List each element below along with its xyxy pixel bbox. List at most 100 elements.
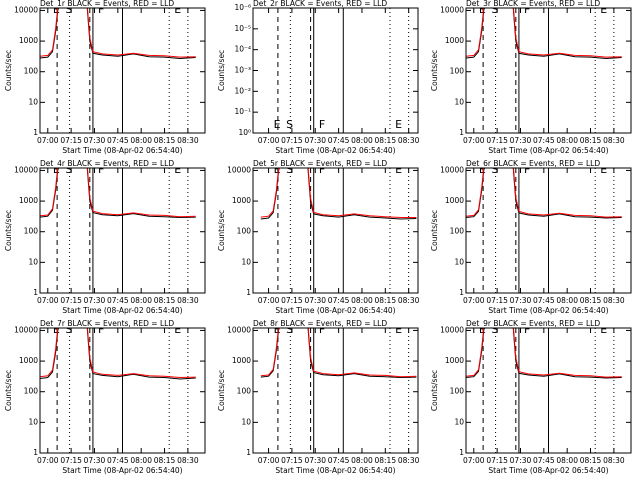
event-flag: E (479, 3, 486, 16)
x-tick-label: 07:15 (486, 136, 508, 145)
series-line (466, 168, 622, 218)
x-tick-label: 08:00 (130, 136, 152, 145)
event-flag: F (524, 3, 530, 16)
x-tick-label: 08:15 (154, 296, 176, 305)
x-tick-label: 08:15 (580, 136, 602, 145)
x-tick-label: 07:30 (84, 296, 106, 305)
y-tick-label: 1000 (19, 356, 38, 365)
x-tick-label: 07:00 (463, 296, 485, 305)
y-tick-label: 100 (450, 67, 465, 76)
event-flag: E (174, 323, 181, 336)
y-tick-label: 10⁻³ (234, 66, 251, 75)
x-tick-label: 07:15 (486, 456, 508, 465)
y-tick-label: 10000 (440, 5, 464, 14)
x-tick-label: 07:45 (107, 456, 129, 465)
event-flag: E (600, 163, 607, 176)
panel: Det_9r BLACK = Events, RED = LLD Start Ti… (430, 319, 632, 475)
y-tick-label: 100 (24, 387, 39, 396)
event-flag: S (65, 163, 72, 176)
event-flag: E (479, 163, 486, 176)
y-tick-label: 100 (24, 67, 39, 76)
event-flag: E (274, 163, 281, 176)
plot-frame (252, 167, 419, 294)
x-tick-label: 07:45 (328, 136, 350, 145)
y-tick-label: 10000 (227, 325, 251, 334)
x-axis-label: Start Time (08-Apr-02 06:54:40) (62, 306, 182, 315)
event-flag: E (395, 118, 402, 131)
x-tick-label: 07:15 (281, 136, 303, 145)
y-axis-label: Counts/sec (4, 370, 13, 411)
chart-title: Det_6r BLACK = Events, RED = LLD (466, 159, 600, 168)
series-line (40, 8, 196, 58)
y-axis-label: Counts/sec (4, 210, 13, 251)
y-tick-label: 10 (28, 417, 38, 426)
x-tick-label: 08:00 (351, 296, 373, 305)
x-tick-label: 07:00 (258, 456, 280, 465)
y-tick-label: 10⁻⁵ (234, 24, 251, 33)
series-line (466, 8, 622, 58)
x-tick-label: 07:00 (37, 136, 59, 145)
y-tick-label: 100 (237, 227, 252, 236)
x-tick-label: 08:15 (374, 136, 396, 145)
x-tick-label: 08:30 (398, 136, 420, 145)
chart-title: Det_8r BLACK = Events, RED = LLD (253, 319, 387, 328)
x-axis-label: Start Time (08-Apr-02 06:54:40) (275, 466, 395, 475)
x-tick-label: 08:30 (603, 456, 625, 465)
x-tick-label: 08:00 (556, 136, 578, 145)
y-tick-label: 1000 (19, 196, 38, 205)
y-tick-label: 10 (241, 417, 251, 426)
chart-title: Det_1r BLACK = Events, RED = LLD (40, 0, 174, 8)
x-axis-label: Start Time (08-Apr-02 06:54:40) (275, 146, 395, 155)
y-tick-label: 10⁻² (234, 86, 251, 95)
event-flag: S (491, 163, 498, 176)
plot-frame (252, 327, 419, 454)
x-tick-label: 07:15 (60, 296, 82, 305)
x-axis-label: Start Time (08-Apr-02 06:54:40) (62, 146, 182, 155)
x-axis-label: Start Time (08-Apr-02 06:54:40) (62, 466, 182, 475)
y-tick-label: 1 (459, 448, 464, 457)
y-tick-label: 1 (246, 288, 251, 297)
y-tick-label: 10000 (440, 325, 464, 334)
event-flag: E (274, 323, 281, 336)
series-line (466, 328, 622, 378)
x-tick-label: 07:45 (533, 136, 555, 145)
x-tick-label: 08:30 (398, 456, 420, 465)
y-tick-label: 100 (237, 387, 252, 396)
y-axis-label: Counts/sec (217, 370, 226, 411)
x-tick-label: 07:45 (107, 296, 129, 305)
panel: Det_8r BLACK = Events, RED = LLD Start Ti… (217, 319, 420, 475)
x-tick-label: 08:30 (603, 296, 625, 305)
y-tick-label: 10 (454, 417, 464, 426)
event-flag: F (524, 323, 530, 336)
x-tick-label: 07:45 (328, 296, 350, 305)
x-tick-label: 07:30 (84, 136, 106, 145)
y-axis-label: Counts/sec (430, 50, 439, 91)
x-tick-label: 07:45 (328, 456, 350, 465)
y-tick-label: 1 (459, 288, 464, 297)
x-tick-label: 07:15 (60, 456, 82, 465)
x-axis-label: Start Time (08-Apr-02 06:54:40) (488, 466, 608, 475)
y-tick-label: 10 (28, 97, 38, 106)
event-flag: S (286, 118, 293, 131)
x-tick-label: 08:30 (398, 296, 420, 305)
x-tick-label: 07:30 (304, 456, 326, 465)
event-flag: F (524, 163, 530, 176)
y-tick-label: 10000 (227, 165, 251, 174)
y-tick-label: 100 (24, 227, 39, 236)
x-tick-label: 07:30 (304, 296, 326, 305)
x-tick-label: 08:15 (154, 456, 176, 465)
x-axis-label: Start Time (08-Apr-02 06:54:40) (275, 306, 395, 315)
y-tick-label: 1000 (445, 356, 464, 365)
event-flag: F (319, 118, 325, 131)
x-tick-label: 07:15 (486, 296, 508, 305)
y-tick-label: 1 (33, 448, 38, 457)
panel: Det_1r BLACK = Events, RED = LLD Start Ti… (4, 0, 206, 155)
event-flag: S (65, 3, 72, 16)
chart-title: Det_4r BLACK = Events, RED = LLD (40, 159, 174, 168)
